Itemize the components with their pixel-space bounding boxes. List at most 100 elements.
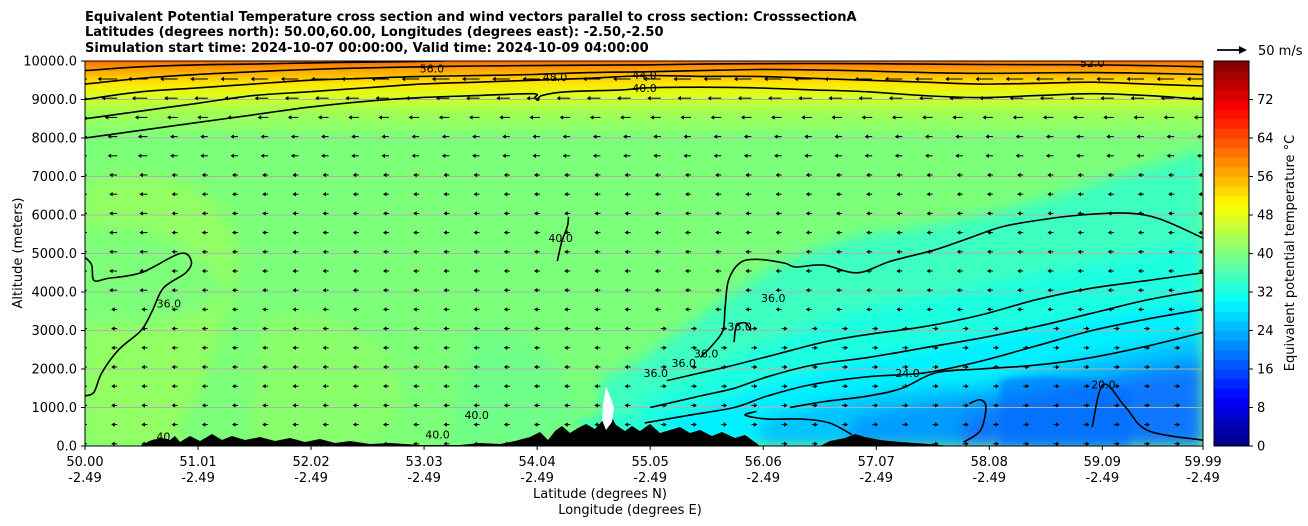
wind-vector-head — [200, 153, 204, 158]
x-tick-label-lon: -2.49 — [1085, 471, 1119, 486]
wind-vector-head — [1077, 268, 1082, 274]
wind-vector-head — [956, 192, 961, 197]
wind-vector-head — [592, 153, 597, 158]
wind-vector-head — [171, 249, 176, 254]
wind-vector-head — [111, 364, 115, 370]
wind-vector-head — [775, 211, 780, 216]
wind-vector-head — [322, 364, 327, 370]
wind-vector-head — [503, 384, 508, 389]
wind-vector-head — [260, 153, 265, 158]
wind-vector-head — [503, 422, 508, 427]
wind-vector-head — [232, 230, 236, 235]
wind-vector-head — [1047, 307, 1051, 312]
wind-vector-head — [1146, 441, 1150, 446]
wind-vector-head — [81, 442, 85, 446]
wind-vector-head — [201, 211, 206, 216]
wind-vector-head — [1138, 249, 1142, 254]
wind-vector-head — [109, 268, 113, 274]
wind-vector-head — [866, 288, 870, 293]
wind-vector-head — [556, 96, 561, 101]
wind-vector-head — [170, 134, 174, 139]
wind-vector-head — [814, 345, 818, 350]
wind-vector-head — [874, 326, 879, 331]
colorbar-tick-label: 24 — [1257, 324, 1274, 339]
wind-vector-head — [107, 134, 112, 139]
wind-vector-head — [443, 345, 447, 350]
x-tick-label-lat: 53.03 — [405, 455, 442, 470]
wind-vector-head — [139, 211, 143, 216]
wind-vector-head — [171, 326, 176, 331]
wind-vector-head — [836, 230, 840, 235]
wind-vector-head — [351, 153, 355, 158]
wind-vector-head — [1047, 288, 1051, 293]
contour-line — [85, 74, 1203, 120]
wind-vector-head — [965, 384, 969, 389]
wind-vector-head — [693, 403, 697, 408]
wind-vector-head — [160, 76, 164, 82]
wind-vector-head — [141, 403, 145, 408]
wind-vector-head — [896, 288, 900, 293]
wind-vector-head — [836, 192, 840, 197]
wind-vector-head — [1136, 153, 1140, 158]
colorbar-tick-label: 16 — [1257, 363, 1274, 378]
wind-vector-head — [663, 345, 667, 350]
wind-vector-head — [1168, 307, 1172, 312]
wind-vector-head — [352, 384, 357, 389]
wind-vector-head — [262, 403, 266, 408]
wind-vector-head — [874, 345, 879, 350]
contour-lines — [85, 61, 1203, 443]
x-tick-label-lon: -2.49 — [746, 471, 780, 486]
wind-vector-head — [617, 96, 621, 101]
wind-vector-head — [775, 249, 780, 254]
wind-vector-head — [1116, 403, 1120, 408]
wind-vector-head — [814, 384, 818, 389]
wind-vector-head — [956, 307, 961, 312]
wind-vector-head — [982, 115, 986, 120]
wind-vector-head — [232, 422, 236, 427]
colorbar-band — [1214, 436, 1249, 447]
wind-vector-head — [1130, 96, 1134, 101]
wind-vector-head — [926, 172, 931, 178]
wind-vector-head — [805, 268, 810, 274]
wind-vector-head — [232, 268, 236, 274]
contour-label: 44.0 — [632, 69, 657, 82]
wind-vector-head — [896, 249, 900, 254]
wind-vector-head — [683, 153, 687, 158]
colorbar-band — [1214, 253, 1249, 264]
wind-vector-head — [654, 192, 659, 197]
wind-vector-head — [663, 422, 667, 427]
wind-vector-head — [352, 364, 357, 370]
wind-vector-head — [723, 326, 728, 331]
wind-vector-head — [586, 96, 591, 101]
wind-vector-head — [965, 364, 969, 370]
wind-vector-head — [322, 211, 327, 216]
wind-vector-head — [1025, 403, 1030, 408]
wind-vector-head — [534, 172, 538, 178]
wind-vector-head — [685, 268, 689, 274]
wind-vector-head — [1076, 134, 1080, 139]
wind-vector-head — [764, 76, 768, 82]
wind-vector-head — [1176, 422, 1181, 427]
wind-vector-head — [292, 230, 296, 235]
contour-line — [1091, 383, 1203, 441]
wind-vector-head — [1133, 115, 1137, 120]
wind-vector-head — [896, 230, 900, 235]
wind-vector-head — [564, 345, 568, 350]
contour-labels: 56.048.0 44.040.052.040.036.0 36.036.036.0… — [156, 61, 1115, 443]
wind-vector-head — [653, 134, 657, 139]
wind-vector-head — [1138, 230, 1142, 235]
wind-vector-head — [383, 230, 387, 235]
wind-vector-head — [703, 76, 708, 82]
wind-vector-head — [805, 288, 810, 293]
wind-vector-head — [814, 403, 818, 408]
wind-vector-head — [322, 230, 327, 235]
wind-vector-head — [171, 268, 176, 274]
wind-vector-head — [784, 422, 788, 427]
wind-vector-head — [995, 403, 999, 408]
wind-vector-head — [1107, 288, 1112, 293]
wind-vector-head — [594, 230, 598, 235]
wind-vector-head — [844, 384, 848, 389]
y-axis-label: Altitude (meters) — [11, 198, 26, 309]
wind-vector-head — [171, 192, 176, 197]
colorbar-band — [1214, 234, 1249, 245]
